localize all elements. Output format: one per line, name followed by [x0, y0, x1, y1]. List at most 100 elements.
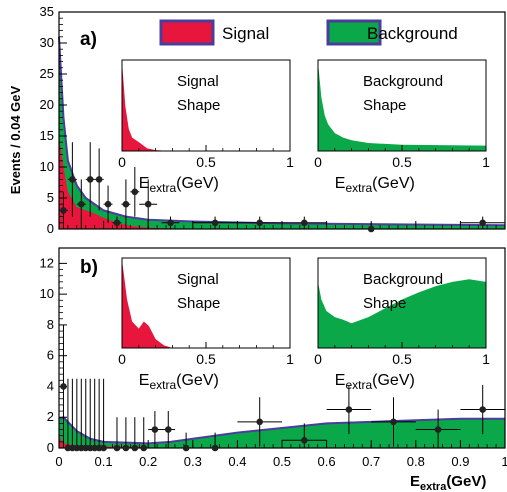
y-tick-label: 0	[47, 221, 54, 236]
inset-x-tick-label: 0.5	[196, 351, 216, 367]
x-axis-label-main: E	[410, 473, 420, 490]
data-point	[348, 222, 394, 233]
data-marker	[60, 383, 67, 390]
data-point	[60, 324, 67, 448]
y-tick-label: 6	[47, 348, 54, 363]
legend: Signal Background	[159, 19, 458, 46]
data-point	[237, 216, 282, 229]
data-marker	[140, 444, 148, 452]
x-tick-label: 0.9	[451, 454, 469, 469]
inset-x-axis-label-main: E	[139, 175, 150, 192]
data-marker	[131, 188, 139, 196]
x-tick-label: 0.8	[407, 454, 425, 469]
inset-background-shape: Background Shape 0 0.5 1 Eextra(GeV)	[314, 59, 490, 195]
inset-x-axis-label-unit: (GeV)	[176, 372, 219, 389]
data-point	[161, 216, 180, 229]
inset-x-axis-label-unit: (GeV)	[372, 175, 415, 192]
data-marker	[211, 444, 219, 452]
data-marker	[78, 200, 85, 208]
legend-signal-swatch	[159, 19, 215, 46]
data-point	[148, 411, 162, 448]
inset-title: Signal	[177, 73, 219, 90]
inset-frame	[121, 59, 291, 152]
data-point	[139, 179, 158, 229]
data-marker	[113, 219, 121, 227]
x-tick-label: 0.3	[184, 454, 202, 469]
data-point	[326, 384, 372, 435]
x-axis-label-unit: (GeV)	[446, 473, 486, 490]
inset-x-tick-label: 0	[314, 351, 322, 367]
data-marker	[211, 219, 219, 227]
y-tick-label: 10	[40, 286, 54, 301]
data-point	[131, 417, 139, 452]
data-point	[282, 423, 327, 448]
inset-signal-shape: Signal Shape 0 0.5 1 Eextra(GeV)	[118, 59, 294, 195]
inset-subtitle: Shape	[177, 97, 220, 114]
data-marker	[113, 444, 121, 452]
inset-x-axis-label: Eextra(GeV)	[335, 372, 415, 392]
x-tick-label: 0.5	[273, 454, 291, 469]
data-marker	[60, 207, 67, 214]
inset-signal-area	[122, 259, 290, 348]
x-tick-label: 1	[501, 454, 507, 469]
y-tick-label: 4	[47, 378, 54, 393]
inset-x-tick-label: 0	[118, 154, 126, 170]
data-marker	[301, 437, 308, 444]
inset-x-axis-label: Eextra(GeV)	[139, 175, 219, 195]
data-marker	[69, 176, 76, 183]
inset-background-area	[318, 279, 486, 348]
data-point	[130, 167, 140, 217]
data-marker	[122, 444, 130, 452]
data-marker	[86, 176, 94, 183]
data-marker	[479, 406, 487, 413]
data-point	[460, 384, 505, 435]
y-tick-label: 12	[40, 255, 54, 270]
y-tick-label: 15	[40, 128, 54, 143]
inset-subtitle: Shape	[363, 295, 406, 312]
y-tick-label: 30	[40, 35, 54, 50]
data-point	[121, 179, 131, 229]
x-tick-label: 0.1	[95, 454, 113, 469]
inset-x-tick-label: 1	[482, 351, 490, 367]
inset-x-tick-label: 0.5	[196, 154, 216, 170]
inset-signal-shape: Signal Shape 0 0.5 1 Eextra(GeV)	[118, 257, 294, 392]
data-point	[161, 411, 175, 448]
data-marker	[104, 200, 112, 208]
data-marker	[151, 426, 159, 433]
legend-background-label: Background	[367, 24, 458, 43]
inset-title: Background	[363, 271, 443, 288]
inset-x-axis-label: Eextra(GeV)	[139, 372, 219, 392]
signal-area	[59, 136, 505, 229]
inset-x-tick-label: 0	[314, 154, 322, 170]
data-point	[100, 378, 107, 452]
x-tick-label: 0	[55, 454, 62, 469]
data-marker	[167, 219, 174, 227]
data-point	[282, 216, 327, 229]
x-axis-label: Eextra(GeV)	[410, 473, 486, 492]
data-point	[59, 191, 68, 229]
data-point	[67, 142, 77, 217]
x-tick-label: 0.4	[228, 454, 246, 469]
inset-signal-area	[122, 61, 290, 151]
inset-background-area	[318, 61, 486, 151]
inset-x-axis-label: Eextra(GeV)	[335, 175, 415, 195]
data-marker	[100, 444, 107, 452]
legend-background-swatch	[326, 19, 382, 46]
inset-x-axis-label-unit: (GeV)	[176, 175, 219, 192]
x-tick-label: 0.2	[139, 454, 157, 469]
data-marker	[131, 444, 139, 452]
y-tick-label: 2	[47, 409, 54, 424]
x-tick-label: 0.7	[362, 454, 380, 469]
legend-signal-label: Signal	[222, 24, 269, 43]
data-marker	[144, 200, 152, 208]
inset-x-tick-label: 1	[286, 154, 294, 170]
data-marker	[164, 426, 172, 433]
data-marker	[434, 426, 442, 433]
inset-background-shape: Background Shape 0 0.5 1 Eextra(GeV)	[314, 257, 490, 392]
data-point	[122, 417, 130, 452]
data-point	[192, 216, 238, 229]
y-tick-label: 0	[47, 440, 54, 455]
